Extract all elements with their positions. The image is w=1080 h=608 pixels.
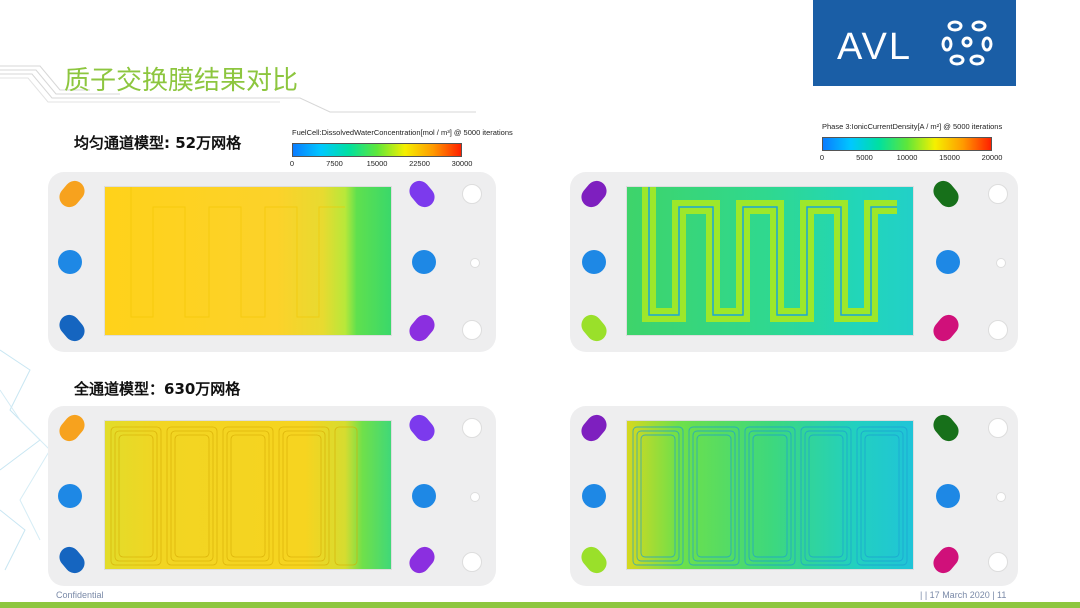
tick-label: 5000: [856, 153, 873, 162]
tick-label: 15000: [939, 153, 960, 162]
tick-label: 15000: [366, 159, 388, 168]
footer-date-page: | | 17 March 2020 | 11: [920, 590, 1007, 600]
decorative-lines: [0, 65, 476, 113]
hole: [470, 492, 480, 502]
manifold-port: [55, 176, 89, 212]
field-plot: [104, 420, 392, 570]
manifold-port: [929, 542, 963, 578]
manifold-port: [929, 410, 963, 446]
page-title: 质子交换膜结果对比: [64, 66, 299, 96]
manifold-port: [577, 542, 611, 578]
colorbar-right: [822, 137, 992, 151]
hole: [462, 552, 482, 572]
tick-label: 10000: [896, 153, 918, 162]
manifold-port: [412, 484, 436, 508]
manifold-port: [405, 410, 439, 446]
avl-logo: AVL: [813, 0, 1016, 86]
hole: [988, 552, 1008, 572]
plate-bottom-right: [570, 406, 1018, 586]
manifold-port: [929, 176, 963, 212]
hole: [996, 492, 1006, 502]
field-plot: [626, 186, 914, 336]
hole: [462, 418, 482, 438]
manifold-port: [55, 310, 89, 346]
manifold-port: [58, 250, 82, 274]
tick-label: 0: [289, 159, 295, 168]
channel-pattern: [632, 426, 908, 566]
tick-label: 20000: [981, 153, 1003, 162]
hole: [988, 418, 1008, 438]
manifold-port: [405, 310, 439, 346]
channel-pattern: [110, 426, 358, 566]
manifold-port: [55, 410, 89, 446]
field-plot: [104, 186, 392, 336]
manifold-port: [412, 250, 436, 274]
plate-top-left: [48, 172, 496, 352]
manifold-port: [405, 176, 439, 212]
manifold-port: [936, 484, 960, 508]
manifold-port: [58, 484, 82, 508]
tick-label: 7500: [326, 159, 343, 168]
hole: [470, 258, 480, 268]
colorbar-right-title: Phase 3:IonicCurrentDensity[A / m²] @ 50…: [822, 122, 1003, 131]
footer-confidential: Confidential: [56, 590, 104, 600]
manifold-port: [577, 410, 611, 446]
field-plot: [626, 420, 914, 570]
colorbar-left: [292, 143, 462, 157]
manifold-port: [577, 310, 611, 346]
manifold-port: [929, 310, 963, 346]
footer-accent-bar: [0, 602, 1080, 608]
hole: [988, 184, 1008, 204]
tick-label: 0: [819, 153, 825, 162]
tick-label: 30000: [451, 159, 473, 168]
logo-text: AVL: [837, 26, 913, 68]
hole: [462, 184, 482, 204]
hole: [996, 258, 1006, 268]
plate-bottom-left: [48, 406, 496, 586]
tick-label: 22500: [409, 159, 430, 168]
hole: [462, 320, 482, 340]
colorbar-right-ticks: 0 5000 10000 15000 20000: [819, 153, 1003, 163]
avl-logo-mark-icon: [941, 20, 993, 66]
hole: [988, 320, 1008, 340]
manifold-port: [936, 250, 960, 274]
colorbar-left-ticks: 0 7500 15000 22500 30000: [289, 159, 473, 169]
manifold-port: [55, 542, 89, 578]
colorbar-left-title: FuelCell:DissolvedWaterConcentration[mol…: [292, 128, 513, 137]
subtitle-full-channel-model: 全通道模型：630万网格: [74, 380, 241, 398]
subtitle-uniform-model: 均匀通道模型: 52万网格: [74, 134, 242, 152]
plate-top-right: [570, 172, 1018, 352]
manifold-port: [577, 176, 611, 212]
manifold-port: [582, 250, 606, 274]
manifold-port: [405, 542, 439, 578]
manifold-port: [582, 484, 606, 508]
